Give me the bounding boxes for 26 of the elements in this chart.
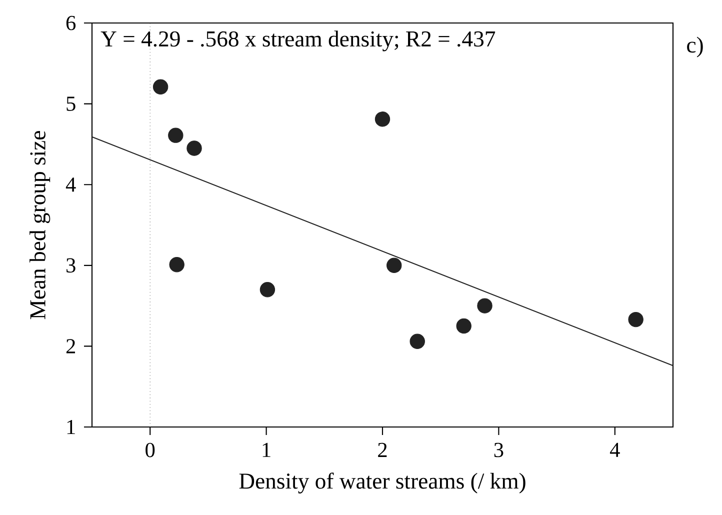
point: [152, 79, 168, 94]
point: [374, 112, 390, 127]
x-tick-label: 3: [494, 442, 504, 458]
x-tick-label: 0: [146, 442, 155, 458]
point: [386, 258, 402, 274]
x-tick-label: 2: [378, 442, 387, 457]
y-tick-label: 1: [67, 420, 75, 434]
x-tick-label: 4: [610, 442, 620, 457]
y-tick-label: 3: [66, 258, 76, 273]
y-tick-label: 2: [66, 339, 76, 354]
point: [260, 282, 276, 298]
annotation: Y = 4.29 - .568 x stream density; R2 = .437: [100, 30, 496, 52]
point: [628, 312, 644, 328]
y-axis-title: Mean bed group size: [30, 131, 50, 320]
y-tick-label: 5: [66, 96, 76, 111]
point: [186, 140, 202, 156]
point: [456, 318, 472, 334]
y-tick-label: 6: [66, 16, 76, 30]
y-tick-label: 4: [66, 178, 76, 192]
point: [477, 298, 492, 314]
point: [410, 334, 425, 349]
point: [168, 128, 184, 143]
point: [169, 256, 184, 272]
text: c): [687, 36, 703, 58]
x-tick-label: 1: [262, 442, 270, 457]
x-axis-title: Density of water streams (/ km): [239, 472, 526, 494]
